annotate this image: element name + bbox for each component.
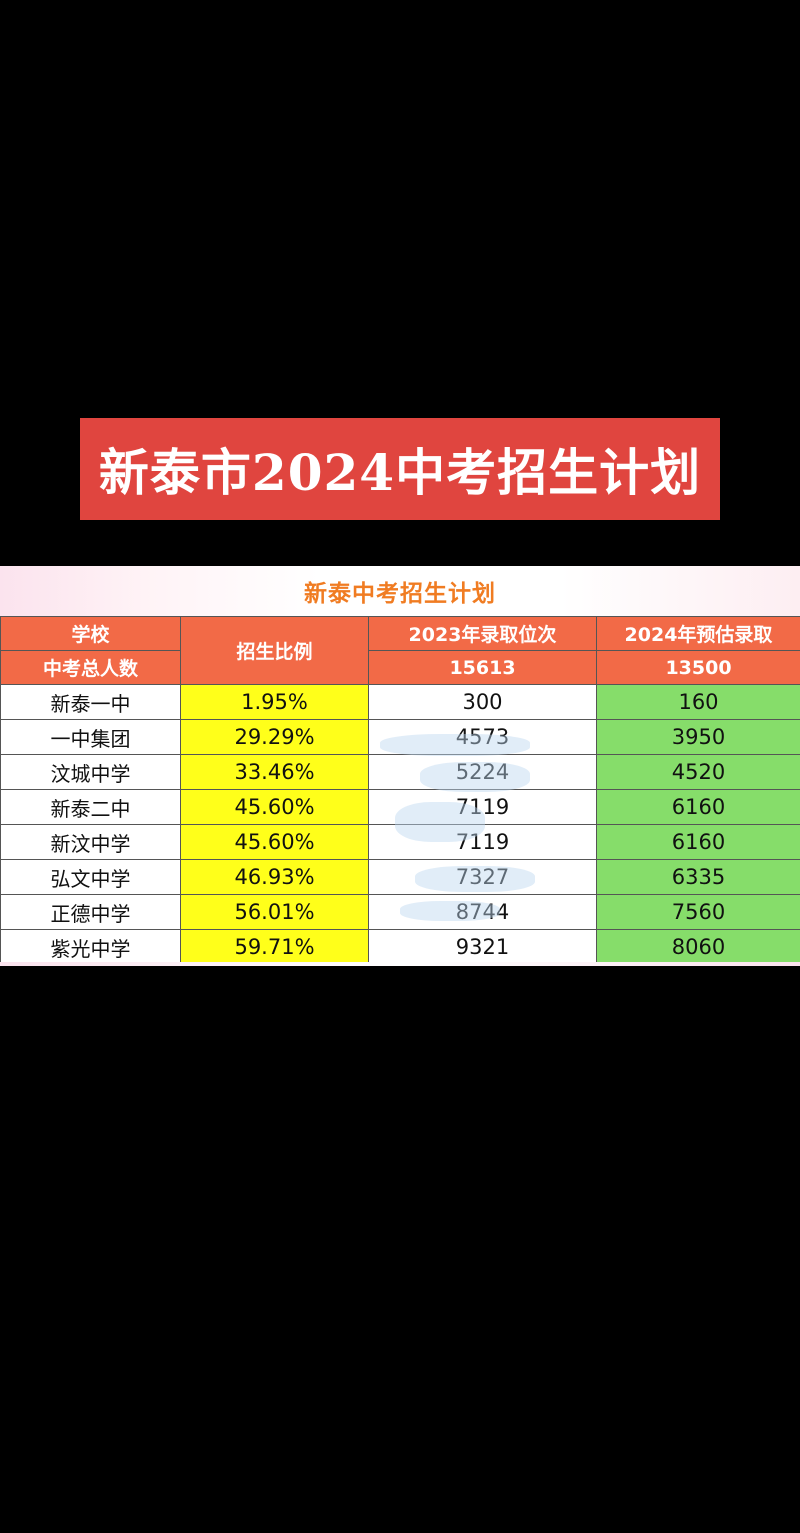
admission-rate: 59.71% — [180, 929, 369, 965]
table-row: 一中集团 29.29% 4573 3950 — [0, 719, 800, 755]
sheet-header-band — [0, 566, 800, 616]
table-row: 正德中学 56.01% 8744 7560 — [0, 894, 800, 930]
banner-title: 新泰市2024中考招生计划 — [80, 418, 720, 520]
estimate-2024: 6160 — [596, 789, 800, 825]
school-name: 新泰二中 — [0, 789, 181, 825]
estimate-2024: 8060 — [596, 929, 800, 965]
header-total-2024: 13500 — [596, 650, 800, 685]
table-row: 弘文中学 46.93% 7327 6335 — [0, 859, 800, 895]
sheet-title: 新泰中考招生计划 — [304, 581, 496, 607]
school-name: 汶城中学 — [0, 754, 181, 790]
rank-2023: 300 — [368, 684, 597, 720]
estimate-2024: 160 — [596, 684, 800, 720]
rank-2023: 7119 — [368, 789, 597, 825]
table-row: 紫光中学 59.71% 9321 8060 — [0, 929, 800, 965]
estimate-2024: 6160 — [596, 824, 800, 860]
header-school: 学校 — [0, 616, 181, 651]
school-name: 紫光中学 — [0, 929, 181, 965]
admission-rate: 29.29% — [180, 719, 369, 755]
estimate-2024: 7560 — [596, 894, 800, 930]
school-name: 弘文中学 — [0, 859, 181, 895]
school-name: 正德中学 — [0, 894, 181, 930]
table-row: 汶城中学 33.46% 5224 4520 — [0, 754, 800, 790]
header-estimate-2024: 2024年预估录取 — [596, 616, 800, 651]
table-row: 新泰一中 1.95% 300 160 — [0, 684, 800, 720]
table-header-row: 学校 招生比例 2023年录取位次 2024年预估录取 — [0, 616, 800, 685]
header-total: 中考总人数 — [0, 650, 181, 685]
rank-2023: 5224 — [368, 754, 597, 790]
sheet-footer-band — [0, 962, 800, 966]
school-name: 新泰一中 — [0, 684, 181, 720]
school-name: 新汶中学 — [0, 824, 181, 860]
plan-sheet: 新泰中考招生计划 学校 招生比例 2023年录取位次 2024年预估录取 中考总… — [0, 566, 800, 966]
admission-rate: 56.01% — [180, 894, 369, 930]
estimate-2024: 4520 — [596, 754, 800, 790]
estimate-2024: 6335 — [596, 859, 800, 895]
admission-rate: 33.46% — [180, 754, 369, 790]
rank-2023: 8744 — [368, 894, 597, 930]
rank-2023: 7327 — [368, 859, 597, 895]
rank-2023: 7119 — [368, 824, 597, 860]
header-rate: 招生比例 — [180, 616, 369, 685]
admission-rate: 1.95% — [180, 684, 369, 720]
admission-rate: 45.60% — [180, 789, 369, 825]
header-total-2023: 15613 — [368, 650, 597, 685]
table-row: 新汶中学 45.60% 7119 6160 — [0, 824, 800, 860]
header-rank-2023: 2023年录取位次 — [368, 616, 597, 651]
admission-rate: 46.93% — [180, 859, 369, 895]
table-header-row: 中考总人数 15613 13500 — [0, 650, 800, 685]
estimate-2024: 3950 — [596, 719, 800, 755]
admission-rate: 45.60% — [180, 824, 369, 860]
rank-2023: 4573 — [368, 719, 597, 755]
school-name: 一中集团 — [0, 719, 181, 755]
enrollment-plan-table: 学校 招生比例 2023年录取位次 2024年预估录取 中考总人数 15613 … — [0, 616, 800, 965]
table-row: 新泰二中 45.60% 7119 6160 — [0, 789, 800, 825]
rank-2023: 9321 — [368, 929, 597, 965]
